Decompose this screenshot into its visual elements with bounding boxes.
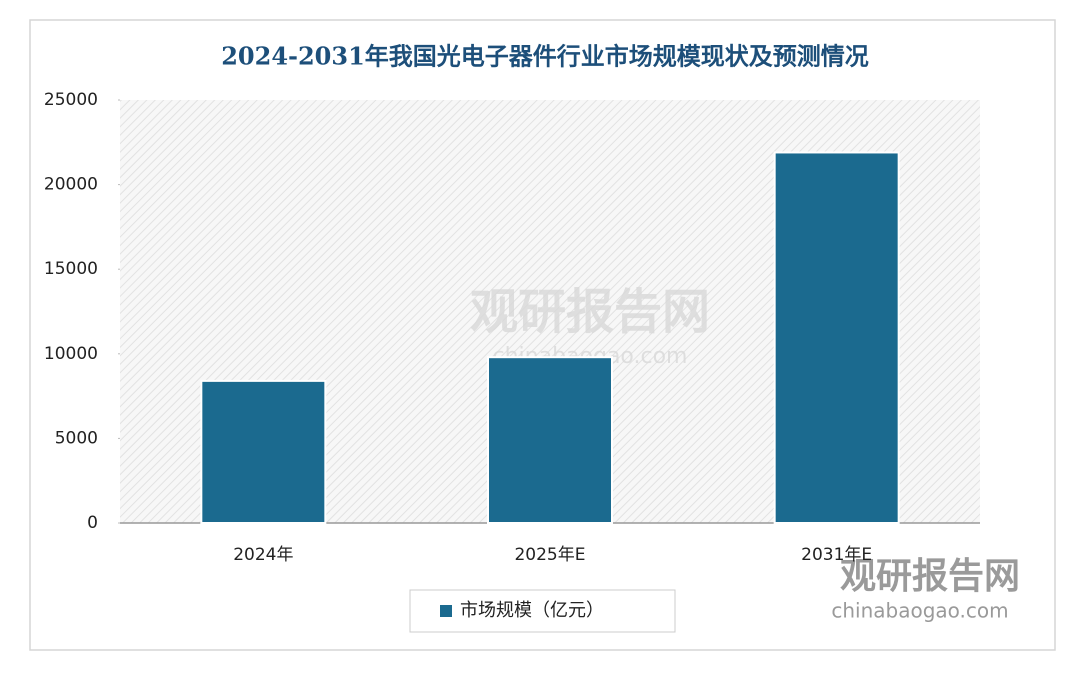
y-tick-label: 5000: [55, 428, 98, 448]
y-tick-label: 25000: [44, 90, 98, 110]
watermark: 观研报告网: [840, 556, 1020, 597]
legend-label: 市场规模（亿元）: [460, 600, 604, 621]
legend: [409, 589, 676, 633]
bar: [200, 379, 327, 525]
watermark: 观研报告网: [470, 284, 710, 340]
y-tick-label: 20000: [44, 175, 98, 195]
bar: [487, 356, 613, 524]
bar: [773, 151, 900, 524]
legend-swatch: [440, 605, 452, 617]
y-tick-label: 10000: [44, 344, 98, 364]
x-tick-label: 2031年E: [801, 545, 872, 565]
chart-title: 2024-2031年我国光电子器件行业市场规模现状及预测情况: [221, 42, 869, 71]
watermark: chinabaogao.com: [831, 599, 1008, 623]
y-tick-label: 0: [87, 513, 98, 533]
y-tick-label: 15000: [44, 259, 98, 279]
x-tick-label: 2025年E: [514, 545, 585, 565]
x-tick-label: 2024年: [233, 545, 293, 565]
